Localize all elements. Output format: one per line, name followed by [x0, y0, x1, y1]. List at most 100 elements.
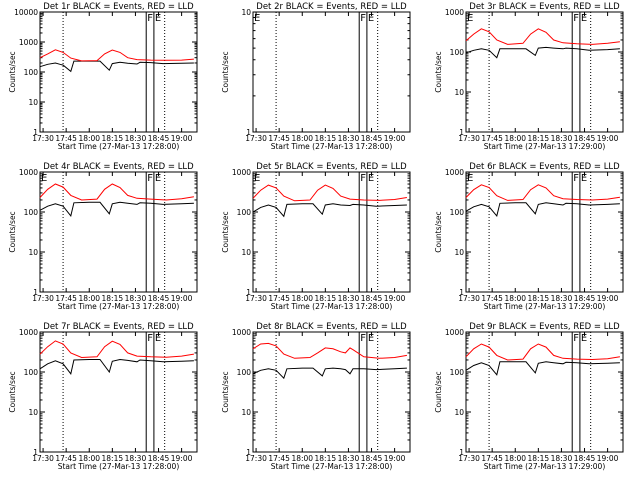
x-tick-label: 17:45: [268, 294, 290, 303]
x-tick-label: 17:45: [268, 454, 290, 463]
x-tick-label: 18:15: [102, 294, 124, 303]
y-tick-label: 10: [28, 408, 38, 417]
y-tick-label: 1000: [445, 8, 464, 17]
x-tick-label: 18:45: [148, 294, 170, 303]
panel-title: Det 3r BLACK = Events, RED = LLD: [469, 2, 620, 12]
flag-label: F: [360, 13, 366, 24]
x-tick-label: 19:00: [384, 454, 406, 463]
y-tick-label: 1: [459, 288, 464, 297]
y-tick-label: 10: [454, 88, 464, 97]
flag-label: E: [155, 13, 161, 24]
y-tick-label: 10: [454, 408, 464, 417]
lld-series-line: [465, 343, 620, 361]
x-tick-label: 18:00: [504, 294, 526, 303]
x-tick-label: 18:45: [574, 294, 596, 303]
flag-label: F: [147, 173, 153, 184]
x-tick-label: 18:30: [551, 134, 573, 143]
plot-frame: [252, 171, 411, 293]
x-tick-label: 18:00: [504, 454, 526, 463]
x-tick-label: 19:00: [597, 134, 619, 143]
flag-label: F: [573, 173, 579, 184]
events-series-line: [252, 203, 407, 218]
y-tick-label: 1: [459, 128, 464, 137]
x-tick-label: 18:00: [78, 454, 100, 463]
y-tick-label: 1: [246, 448, 251, 457]
y-tick-label: 1000: [232, 328, 251, 337]
lld-series-line: [465, 28, 620, 45]
y-tick-label: 1: [246, 288, 251, 297]
x-tick-label: 18:00: [78, 134, 100, 143]
y-tick-label: 100: [24, 208, 39, 217]
panel-title: Det 2r BLACK = Events, RED = LLD: [256, 2, 407, 12]
y-axis-label: Counts/sec: [221, 211, 230, 252]
lld-series-line: [465, 184, 620, 201]
detector-panel-6: Det 6r BLACK = Events, RED = LLD 17:30 17:…: [434, 162, 624, 311]
y-axis-label: Counts/sec: [8, 51, 17, 92]
flag-label: F: [573, 13, 579, 24]
x-tick-label: 18:15: [528, 454, 550, 463]
x-axis-label: Start Time (27-Mar-13 17:28:00): [271, 302, 393, 311]
detector-panel-8: Det 8r BLACK = Events, RED = LLD 17:30 17:…: [221, 322, 411, 471]
y-axis-label: Counts/sec: [434, 371, 443, 412]
x-tick-label: 18:15: [528, 134, 550, 143]
lld-series-line: [39, 49, 194, 62]
x-tick-label: 19:00: [597, 454, 619, 463]
x-tick-label: 18:45: [361, 454, 383, 463]
x-tick-label: 18:30: [338, 294, 360, 303]
y-tick-label: 10: [241, 8, 251, 17]
y-tick-label: 1000: [19, 328, 38, 337]
x-tick-label: 17:30: [458, 294, 480, 303]
panel-title: Det 1r BLACK = Events, RED = LLD: [43, 2, 194, 12]
x-tick-label: 18:00: [291, 134, 313, 143]
x-axis-label: Start Time (27-Mar-13 17:28:00): [58, 462, 180, 471]
x-tick-label: 18:15: [315, 454, 337, 463]
events-series-line: [252, 367, 407, 380]
x-tick-label: 17:45: [268, 134, 290, 143]
y-tick-label: 100: [24, 368, 39, 377]
y-axis-label: Counts/sec: [434, 211, 443, 252]
flag-label: E: [368, 173, 374, 184]
x-axis-label: Start Time (27-Mar-13 17:28:00): [58, 302, 180, 311]
plot-frame: [39, 171, 198, 293]
x-tick-label: 19:00: [384, 294, 406, 303]
flag-label: F: [147, 13, 153, 24]
corner-flag-label: E: [467, 173, 473, 184]
panel-title: Det 4r BLACK = Events, RED = LLD: [43, 162, 194, 172]
x-tick-label: 17:45: [55, 454, 77, 463]
x-tick-label: 18:30: [125, 454, 147, 463]
y-tick-label: 100: [450, 48, 465, 57]
x-tick-label: 19:00: [171, 294, 193, 303]
events-series-line: [465, 46, 620, 59]
x-tick-label: 18:30: [551, 454, 573, 463]
x-tick-label: 18:45: [574, 134, 596, 143]
x-tick-label: 17:45: [481, 454, 503, 463]
x-tick-label: 18:15: [528, 294, 550, 303]
y-tick-label: 1000: [19, 168, 38, 177]
x-tick-label: 19:00: [384, 134, 406, 143]
events-series-line: [39, 60, 194, 73]
x-tick-label: 18:15: [102, 454, 124, 463]
x-tick-label: 18:15: [315, 134, 337, 143]
corner-flag-label: E: [254, 173, 260, 184]
flag-label: F: [360, 333, 366, 344]
x-tick-label: 17:30: [458, 454, 480, 463]
y-tick-label: 100: [237, 208, 252, 217]
flag-label: E: [155, 173, 161, 184]
x-tick-label: 18:30: [338, 134, 360, 143]
plot-frame: [465, 331, 624, 453]
x-tick-label: 18:00: [504, 134, 526, 143]
x-axis-label: Start Time (27-Mar-13 17:29:00): [484, 462, 606, 471]
x-tick-label: 18:00: [291, 294, 313, 303]
x-axis-label: Start Time (27-Mar-13 17:28:00): [271, 142, 393, 151]
detector-panel-4: Det 4r BLACK = Events, RED = LLD 17:30 17:…: [8, 162, 198, 311]
x-tick-label: 18:45: [361, 294, 383, 303]
corner-flag-label: E: [41, 173, 47, 184]
y-tick-label: 1000: [19, 38, 38, 47]
x-tick-label: 17:30: [458, 134, 480, 143]
x-tick-label: 17:45: [481, 294, 503, 303]
y-axis-label: Counts/sec: [8, 211, 17, 252]
x-axis-label: Start Time (27-Mar-13 17:28:00): [58, 142, 180, 151]
x-axis-label: Start Time (27-Mar-13 17:29:00): [484, 302, 606, 311]
detector-panel-9: Det 9r BLACK = Events, RED = LLD 17:30 17:…: [434, 322, 624, 471]
x-tick-label: 18:00: [291, 454, 313, 463]
